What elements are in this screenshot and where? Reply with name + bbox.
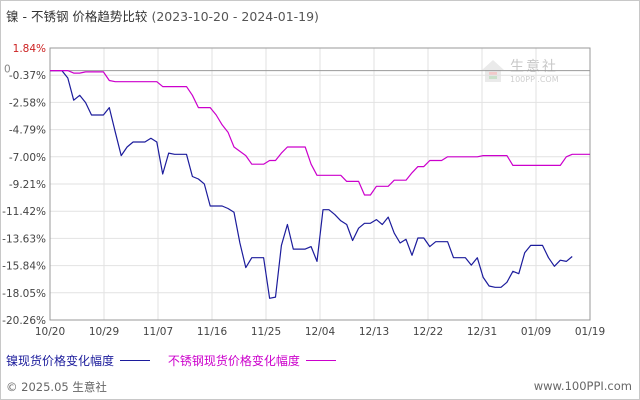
chart-date-range: (2023-10-20 - 2024-01-19) (151, 9, 319, 24)
x-tick-label: 12/13 (359, 326, 389, 338)
chart-title-text: 镍 - 不锈钢 价格趋势比较 (6, 9, 148, 24)
chart-title: 镍 - 不锈钢 价格趋势比较 (2023-10-20 - 2024-01-19) (6, 6, 319, 25)
series-line-nickel (50, 69, 573, 299)
x-tick-label: 12/31 (467, 326, 497, 338)
x-tick-label: 12/04 (305, 326, 336, 338)
y-tick-label: -13.63% (2, 233, 46, 245)
x-tick-label: 12/22 (413, 326, 443, 338)
footer-copyright: © 2025.05 生意社 (6, 380, 107, 394)
y-tick-label: -7.00% (9, 152, 46, 164)
legend-item-nickel: 镍现货价格变化幅度 (6, 352, 151, 369)
x-tick-label: 10/20 (35, 326, 65, 338)
zero-label: 0 (4, 64, 11, 76)
y-tick-label: -18.05% (2, 288, 46, 300)
x-tick-label: 11/16 (197, 326, 228, 338)
y-tick-label: -11.42% (2, 206, 46, 218)
y-tick-label: -4.79% (9, 125, 46, 137)
legend-label-stainless: 不锈钢现货价格变化幅度 (167, 354, 300, 368)
x-tick-label: 11/07 (143, 326, 173, 338)
series-line-stainless (50, 69, 590, 196)
x-tick-label: 11/25 (251, 326, 281, 338)
y-tick-label: -9.21% (9, 179, 46, 191)
y-tick-label: 1.84% (13, 43, 46, 55)
legend-swatch-stainless (305, 360, 336, 361)
plot-border (49, 47, 591, 321)
y-tick-label: -15.84% (2, 261, 46, 273)
legend-label-nickel: 镍现货价格变化幅度 (6, 354, 115, 368)
y-tick-label: -0.37% (9, 70, 46, 82)
legend-item-stainless: 不锈钢现货价格变化幅度 (168, 352, 336, 369)
y-tick-label: -20.26% (2, 315, 46, 327)
x-tick-label: 01/09 (521, 326, 551, 338)
x-tick-label: 01/19 (575, 326, 605, 338)
legend-swatch-nickel (120, 360, 151, 361)
y-tick-label: -2.58% (9, 97, 46, 109)
chart-legend: 镍现货价格变化幅度 不锈钢现货价格变化幅度 (6, 352, 350, 369)
watermark-en: 100PPI.COM (510, 75, 559, 84)
x-tick-label: 10/29 (89, 326, 119, 338)
footer-website: www.100PPI.com (533, 379, 632, 393)
